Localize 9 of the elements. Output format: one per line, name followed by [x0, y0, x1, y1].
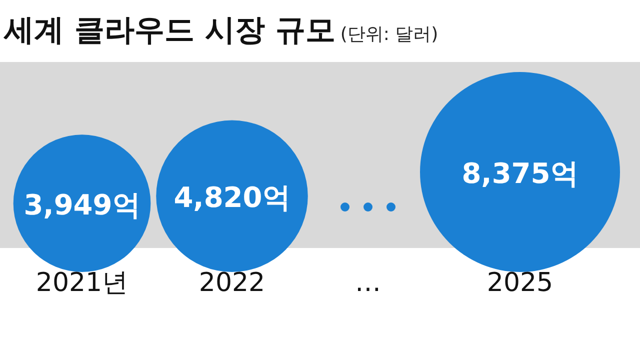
x-tick-label: 2025 — [486, 268, 554, 298]
x-tick-label: … — [355, 268, 381, 298]
chart-title: 세계 클라우드 시장 규모 — [3, 13, 336, 48]
data-label: 8,375억 — [462, 157, 578, 190]
data-label: 4,820억 — [174, 181, 290, 214]
data-label: 3,949억 — [24, 188, 140, 222]
chart-subtitle: (단위: 달러) — [340, 24, 438, 45]
x-tick-label: 2022 — [198, 268, 266, 298]
x-tick-label: 2021년 — [36, 268, 128, 298]
